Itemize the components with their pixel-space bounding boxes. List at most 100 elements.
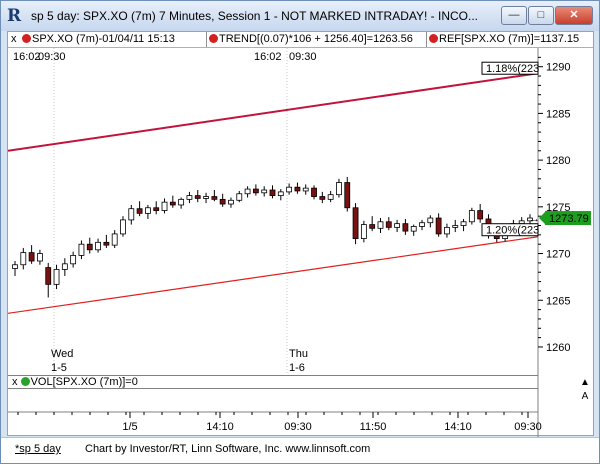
candle[interactable] xyxy=(302,187,309,192)
candle[interactable] xyxy=(319,196,326,200)
candle[interactable] xyxy=(178,198,185,206)
time-tick-label: 09:30 xyxy=(284,421,312,433)
candle[interactable] xyxy=(527,217,533,222)
candle[interactable] xyxy=(203,196,209,199)
candle[interactable] xyxy=(444,226,450,235)
candle[interactable] xyxy=(211,196,218,200)
candle[interactable] xyxy=(28,252,35,262)
candle[interactable] xyxy=(277,191,284,197)
time-tick-label: 1/5 xyxy=(122,421,137,433)
trend-color-icon xyxy=(209,34,218,43)
last-price-label: 1273.79 xyxy=(549,213,589,225)
candle[interactable] xyxy=(344,182,351,209)
candle[interactable] xyxy=(145,207,151,214)
upper-percent-label: 1.18%(223 xyxy=(486,63,539,75)
close-button[interactable]: ✕ xyxy=(555,6,593,25)
date-label: 1-5 xyxy=(51,362,67,374)
lower-percent-label: 1.20%(223 xyxy=(486,225,539,237)
day-label: Thu xyxy=(289,348,308,360)
candle[interactable] xyxy=(402,223,409,232)
candle[interactable] xyxy=(394,223,400,228)
maximize-button[interactable]: □ xyxy=(528,6,554,25)
candle[interactable] xyxy=(419,222,425,227)
candle[interactable] xyxy=(261,189,268,194)
legend-collapse-button[interactable]: x xyxy=(11,33,17,45)
candle[interactable] xyxy=(252,188,259,194)
candle[interactable] xyxy=(477,210,484,220)
candle[interactable] xyxy=(286,186,293,193)
time-tick-label: 11:50 xyxy=(360,421,387,433)
candle[interactable] xyxy=(128,208,135,221)
credit-text: Chart by Investor/RT, Linn Software, Inc… xyxy=(85,443,371,455)
window-title: sp 5 day: SPX.XO (7m) 7 Minutes, Session… xyxy=(31,9,479,23)
price-tick-label: 1260 xyxy=(546,342,570,354)
price-tick-label: 1285 xyxy=(546,108,570,120)
candle[interactable] xyxy=(236,193,243,201)
candle[interactable] xyxy=(435,217,442,235)
candle[interactable] xyxy=(153,207,160,211)
candle[interactable] xyxy=(103,241,110,246)
candle[interactable] xyxy=(78,243,85,256)
candle[interactable] xyxy=(352,207,359,239)
candle[interactable] xyxy=(336,182,342,196)
candle[interactable] xyxy=(37,253,43,262)
candle[interactable] xyxy=(269,189,276,197)
last-price-arrow-icon: → xyxy=(529,213,540,225)
candle[interactable] xyxy=(460,221,467,226)
volume-pane-header: x VOL[SPX.XO (7m)]=0 xyxy=(8,375,538,389)
candle[interactable] xyxy=(468,210,475,223)
legend-divider xyxy=(206,32,207,47)
candle[interactable] xyxy=(244,188,251,195)
minimize-button[interactable]: — xyxy=(501,6,527,25)
candle[interactable] xyxy=(161,201,168,211)
lower-trend-line[interactable] xyxy=(8,236,539,314)
legend-item-price[interactable]: SPX.XO (7m)-01/04/11 15:13 xyxy=(22,33,175,45)
volume-legend-item[interactable]: x VOL[SPX.XO (7m)]=0 xyxy=(12,376,138,388)
legend-item-trend[interactable]: TREND[(0.07)*106 + 1256.40]=1263.56 xyxy=(209,33,413,45)
candle[interactable] xyxy=(385,221,392,228)
candle[interactable] xyxy=(169,201,176,206)
investor-rt-icon[interactable]: R xyxy=(7,6,22,26)
candle[interactable] xyxy=(360,224,367,239)
time-tick-label: 14:10 xyxy=(444,421,472,433)
candle[interactable] xyxy=(53,269,60,285)
session-time-label: 16:02 xyxy=(13,51,41,63)
candle[interactable] xyxy=(369,224,376,229)
candle[interactable] xyxy=(327,194,334,200)
candle[interactable] xyxy=(194,195,201,199)
candle[interactable] xyxy=(70,255,77,265)
candle[interactable] xyxy=(294,186,301,192)
candle[interactable] xyxy=(518,220,525,225)
candle[interactable] xyxy=(452,225,459,228)
title-bar[interactable]: R sp 5 day: SPX.XO (7m) 7 Minutes, Sessi… xyxy=(1,1,599,31)
candle[interactable] xyxy=(219,198,226,205)
candle[interactable] xyxy=(20,252,27,266)
legend-divider xyxy=(426,32,427,47)
candle[interactable] xyxy=(427,217,434,224)
candle[interactable] xyxy=(45,267,52,285)
candle[interactable] xyxy=(410,226,417,232)
session-time-label: 09:30 xyxy=(289,51,317,63)
price-color-icon xyxy=(22,34,31,43)
autoscale-button[interactable]: A xyxy=(581,391,589,402)
candle[interactable] xyxy=(111,233,118,246)
price-tick-label: 1270 xyxy=(546,249,570,261)
legend-item-ref[interactable]: REF[SPX.XO (7m)]=1137.15 xyxy=(429,33,579,45)
scroll-up-icon[interactable]: ▲ xyxy=(580,377,590,388)
candle[interactable] xyxy=(61,263,68,270)
chart-page-tab[interactable]: *sp 5 day xyxy=(15,443,61,455)
candle[interactable] xyxy=(95,241,101,251)
session-time-label: 16:02 xyxy=(254,51,282,63)
candle[interactable] xyxy=(377,221,384,229)
chart-pane[interactable]: x SPX.XO (7m)-01/04/11 15:13 TREND[(0.07… xyxy=(7,31,594,437)
candle[interactable] xyxy=(311,187,317,197)
candle[interactable] xyxy=(120,219,126,235)
candle[interactable] xyxy=(186,195,193,200)
candle[interactable] xyxy=(228,199,234,205)
price-tick-label: 1275 xyxy=(546,202,570,214)
candle[interactable] xyxy=(86,243,93,251)
candle[interactable] xyxy=(12,264,18,269)
candle[interactable] xyxy=(136,208,143,214)
upper-trend-line[interactable] xyxy=(8,72,539,152)
